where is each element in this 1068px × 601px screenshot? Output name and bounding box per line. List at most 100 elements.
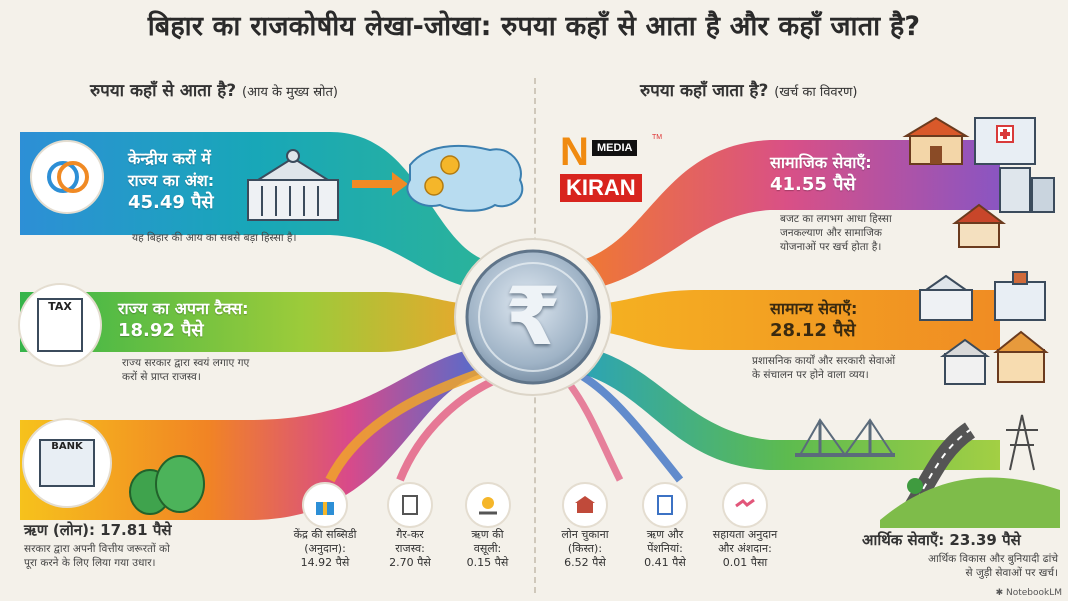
logo-tm: TM xyxy=(652,134,663,141)
footer-text: NotebookLM xyxy=(1005,588,1062,598)
house-icon xyxy=(952,203,1006,248)
tax-document-icon: TAX xyxy=(18,283,102,367)
expense-small-item-line1: लोन चुकाना xyxy=(561,528,609,541)
document-icon xyxy=(642,482,688,528)
income-small-item-line1: गैर-कर xyxy=(396,528,424,541)
general-value: 28.12 पैसे xyxy=(770,320,856,341)
own-tax-label-text: राज्य का अपना टैक्स: xyxy=(118,299,249,318)
expense-small-item-value: 0.41 पैसे xyxy=(644,556,686,569)
office-building-icon xyxy=(939,338,991,385)
coin-inner-ring xyxy=(478,262,588,372)
apartment-icon xyxy=(999,167,1055,213)
expense-header: रुपया कहाँ जाता है? (खर्च का विवरण) xyxy=(640,78,857,101)
expense-small-item: ऋण और पेंशनियां: 0.41 पैसे xyxy=(625,482,705,570)
temple-building-icon xyxy=(993,330,1049,383)
own-tax-desc-line1: राज्य सरकार द्वारा स्वयं लगाए गए xyxy=(122,357,250,369)
expense-small-item-value: 0.01 पैसा xyxy=(722,556,768,569)
own-tax-desc: राज्य सरकार द्वारा स्वयं लगाए गए करों से… xyxy=(122,356,249,384)
central-taxes-label-line1: केन्द्रीय करों में xyxy=(128,149,211,168)
n-kiran-logo: N MEDIA TM KIRAN xyxy=(560,132,668,204)
bridge-icon xyxy=(795,418,895,457)
income-small-item: केंद्र की सब्सिडी (अनुदान): 14.92 पैसे xyxy=(275,482,375,570)
logo-name: KIRAN xyxy=(560,174,642,202)
logo-letter: N xyxy=(560,130,589,174)
bihar-map-icon xyxy=(406,144,524,212)
central-taxes-label: केन्द्रीय करों में राज्य का अंश: 45.49 प… xyxy=(128,148,214,214)
income-small-stream-1 xyxy=(325,365,492,483)
page-title: बिहार का राजकोषीय लेखा-जोखा: रुपया कहाँ … xyxy=(147,11,921,42)
social-desc-line2: जनकल्याण और सामाजिक xyxy=(780,227,882,239)
loan-desc: सरकार द्वारा अपनी वित्तीय जरूरतों को पूर… xyxy=(24,542,170,570)
social-desc: बजट का लगभग आधा हिस्सा जनकल्याण और सामाज… xyxy=(780,212,892,254)
economic-desc-line1: आर्थिक विकास और बुनियादी ढांचे xyxy=(928,553,1058,565)
expense-small-item-line2: पेंशनियां: xyxy=(647,542,683,555)
notebook-icon: ✱ xyxy=(995,588,1006,598)
field-icon xyxy=(880,477,1060,528)
expense-small-item-line2: और अंशदान: xyxy=(718,542,772,555)
receipt-icon xyxy=(387,482,433,528)
social-desc-line1: बजट का लगभग आधा हिस्सा xyxy=(780,213,892,225)
income-small-item-value: 14.92 पैसे xyxy=(300,556,350,569)
general-label-text: सामान्य सेवाएँ: xyxy=(770,299,858,318)
map-coin-1 xyxy=(424,176,444,196)
income-small-item-value: 0.15 पैसे xyxy=(466,556,509,569)
money-bags-icon xyxy=(129,455,205,515)
social-label-text: सामाजिक सेवाएँ: xyxy=(770,153,872,172)
general-desc-line1: प्रशासनिक कार्यों और सरकारी सेवाओं xyxy=(752,355,896,367)
school-building-icon xyxy=(902,116,970,165)
handshake-icon xyxy=(722,482,768,528)
income-small-item-line2: वसूली: xyxy=(473,542,502,555)
income-small-stream-2 xyxy=(396,374,502,482)
logo-media: MEDIA xyxy=(592,140,638,156)
income-header-main: रुपया कहाँ से आता है? xyxy=(90,81,237,101)
expense-small-stream-2 xyxy=(562,375,624,482)
expense-small-item: लोन चुकाना (किस्त): 6.52 पैसे xyxy=(545,482,625,570)
general-label: सामान्य सेवाएँ: 28.12 पैसे xyxy=(770,298,857,342)
own-tax-label: राज्य का अपना टैक्स: 18.92 पैसे xyxy=(118,298,249,342)
expense-small-item-line1: सहायता अनुदान xyxy=(712,528,778,541)
own-tax-band xyxy=(20,292,490,352)
rupee-coin xyxy=(465,249,601,385)
map-coin-2 xyxy=(440,155,460,175)
economic-band xyxy=(575,345,1000,470)
social-label: सामाजिक सेवाएँ: 41.55 पैसे xyxy=(770,152,872,196)
bank-icon xyxy=(562,482,608,528)
income-header: रुपया कहाँ से आता है? (आय के मुख्य स्रोत… xyxy=(90,78,338,101)
loan-desc-line1: सरकार द्वारा अपनी वित्तीय जरूरतों को xyxy=(24,543,170,555)
tax-tag: TAX xyxy=(37,298,83,352)
parliament-icon xyxy=(247,149,339,221)
bank-tag: BANK xyxy=(39,439,95,487)
economic-desc: आर्थिक विकास और बुनियादी ढांचे से जुड़ी … xyxy=(880,552,1058,580)
expense-small-item: सहायता अनुदान और अंशदान: 0.01 पैसा xyxy=(700,482,790,570)
income-small-item: ऋण की वसूली: 0.15 पैसे xyxy=(450,482,525,570)
loan-desc-line2: पूरा करने के लिए लिया गया उधार। xyxy=(24,557,156,569)
social-band xyxy=(575,140,1000,292)
income-header-sub: (आय के मुख्य स्रोत) xyxy=(242,85,338,100)
general-band xyxy=(575,290,1000,350)
gift-icon xyxy=(302,482,348,528)
expense-header-main: रुपया कहाँ जाता है? xyxy=(640,81,769,101)
social-desc-line3: योजनाओं पर खर्च होता है। xyxy=(780,241,882,253)
central-taxes-label-line2: राज्य का अंश: xyxy=(128,171,215,190)
central-share-icon xyxy=(30,140,104,214)
income-small-item-line2: राजस्व: xyxy=(395,542,425,555)
economic-label: आर्थिक सेवाएँ: 23.39 पैसे xyxy=(862,531,1021,549)
expense-small-item-line2: (किस्त): xyxy=(567,542,603,555)
general-desc: प्रशासनिक कार्यों और सरकारी सेवाओं के सं… xyxy=(752,354,895,382)
bank-icon: BANK xyxy=(22,418,112,508)
footer-credit: ✱ NotebookLM xyxy=(996,588,1062,598)
income-small-item-line2: (अनुदान): xyxy=(304,542,346,555)
rupee-symbol: ₹ xyxy=(505,270,561,363)
general-desc-line2: के संचालन पर होने वाला व्यय। xyxy=(752,369,869,381)
central-taxes-desc: यह बिहार की आय का सबसे बड़ा हिस्सा है। xyxy=(132,232,297,244)
income-small-item-value: 2.70 पैसे xyxy=(389,556,431,569)
court-building-icon xyxy=(994,271,1046,321)
power-tower-icon xyxy=(1006,414,1038,471)
economic-desc-line2: से जुड़ी सेवाओं पर खर्च। xyxy=(965,567,1058,579)
tree-icon xyxy=(907,478,923,494)
hand-coin-icon xyxy=(464,482,511,528)
expense-header-sub: (खर्च का विवरण) xyxy=(774,85,858,100)
expense-small-item-line1: ऋण और xyxy=(646,528,684,541)
own-tax-desc-line2: करों से प्राप्त राजस्व। xyxy=(122,371,201,383)
